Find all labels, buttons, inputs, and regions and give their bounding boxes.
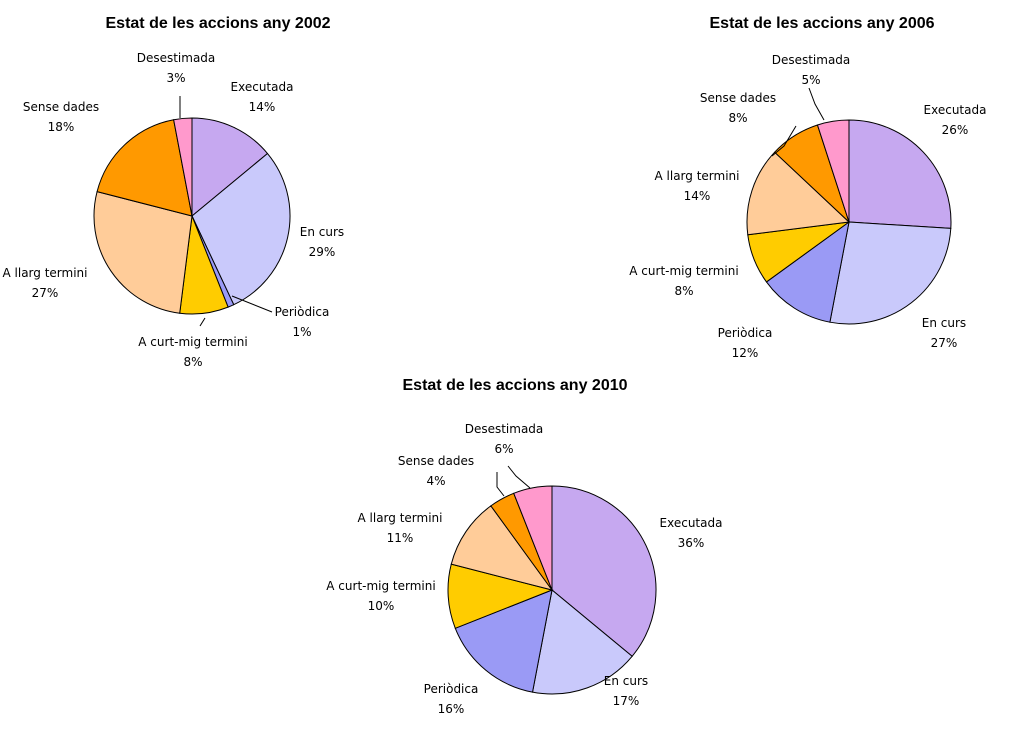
leader-line (771, 125, 797, 157)
chart-title-2006: Estat de les accions any 2006 (709, 15, 935, 32)
pie-slice-executada (848, 119, 952, 229)
leader-line (199, 317, 206, 327)
slice-label: Sense dades (700, 91, 776, 105)
slice-label: A llarg termini (3, 266, 88, 280)
slice-label: Periòdica (275, 305, 330, 319)
slice-label: Executada (924, 103, 987, 117)
slice-value-label: 16% (438, 702, 465, 716)
slice-label: Desestimada (772, 53, 851, 67)
slice-label: En curs (922, 316, 966, 330)
slice-value-label: 3% (166, 71, 185, 85)
pie-2: Executada 36% En curs 17% Periòdica 16% A curt… (326, 422, 722, 716)
chart-title-2002: Estat de les accions any 2002 (105, 15, 331, 32)
leader-line (496, 472, 505, 497)
slice-label: A curt-mig termini (326, 579, 435, 593)
slice-value-label: 27% (931, 336, 958, 350)
slice-label: A llarg termini (655, 169, 740, 183)
slice-label: Executada (231, 80, 294, 94)
slice-label: Periòdica (424, 682, 479, 696)
slice-value-label: 8% (674, 284, 693, 298)
slice-value-label: 8% (728, 111, 747, 125)
leader-line (808, 87, 825, 121)
slice-value-label: 17% (613, 694, 640, 708)
pie-slice-a-llarg-termini (93, 191, 193, 314)
slice-label: Sense dades (398, 454, 474, 468)
slice-value-label: 8% (183, 355, 202, 369)
pie-1: Executada 26% En curs 27% Periòdica 12% A curt… (629, 53, 986, 360)
slice-value-label: 12% (732, 346, 759, 360)
pie-slice-sense-dades (96, 119, 193, 217)
leader-line (507, 465, 531, 489)
pie-slice-executada (551, 485, 657, 657)
slice-value-label: 5% (801, 73, 820, 87)
pie-slice-desestimada (816, 119, 850, 223)
slice-value-label: 18% (48, 120, 75, 134)
slice-value-label: 27% (32, 286, 59, 300)
slice-label: En curs (604, 674, 648, 688)
pie-slice-a-llarg-termini (450, 505, 554, 591)
pie-slice-peri-dica (765, 220, 850, 323)
leader-line (231, 295, 273, 313)
slice-value-label: 14% (684, 189, 711, 203)
pie-slice-desestimada (173, 117, 193, 217)
pie-slice-executada (191, 117, 269, 218)
pie-slice-en-curs (531, 589, 633, 695)
slice-value-label: 1% (292, 325, 311, 339)
slice-label: Desestimada (465, 422, 544, 436)
pie-slice-en-curs (829, 221, 952, 325)
slice-label: Periòdica (718, 326, 773, 340)
slice-label: Executada (660, 516, 723, 530)
slice-label: A curt-mig termini (138, 335, 247, 349)
slice-value-label: 11% (387, 531, 414, 545)
pie-slice-desestimada (513, 485, 553, 591)
slice-value-label: 36% (678, 536, 705, 550)
slice-value-label: 4% (426, 474, 445, 488)
pie-slice-a-llarg-termini (746, 151, 851, 236)
slice-label: A curt-mig termini (629, 264, 738, 278)
chart-title-2010: Estat de les accions any 2010 (402, 377, 628, 394)
slice-label: En curs (300, 225, 344, 239)
slice-label: Desestimada (137, 51, 216, 65)
slice-value-label: 10% (368, 599, 395, 613)
slice-label: Sense dades (23, 100, 99, 114)
slice-label: A llarg termini (358, 511, 443, 525)
pie-0: Executada 14% En curs 29% Periòdica 1% A curt-… (3, 51, 345, 369)
slice-value-label: 14% (249, 100, 276, 114)
slice-value-label: 29% (309, 245, 336, 259)
slice-value-label: 6% (494, 442, 513, 456)
slice-value-label: 26% (942, 123, 969, 137)
pie-slice-peri-dica (454, 589, 553, 693)
